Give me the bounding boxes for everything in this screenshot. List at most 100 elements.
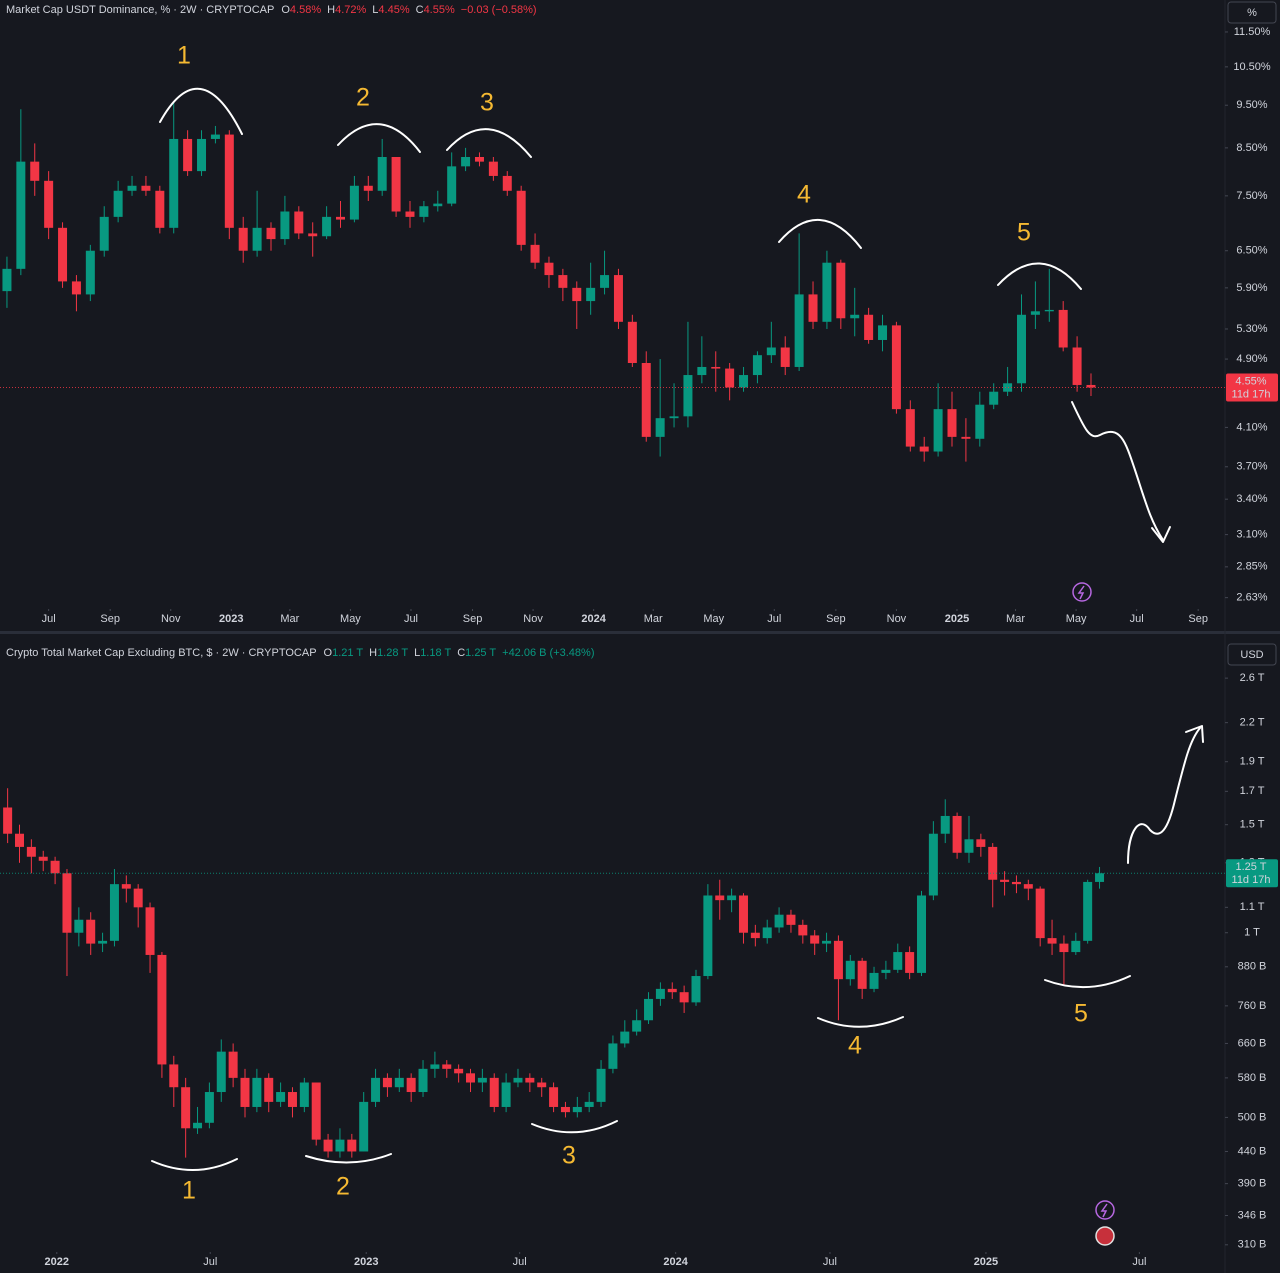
quote-value: 4.45% (378, 4, 409, 16)
candle-body (1044, 309, 1054, 312)
candle-body (58, 227, 68, 282)
candle-body (433, 203, 443, 207)
candle-body (822, 940, 832, 944)
candle-body (928, 833, 938, 896)
candle-body (299, 1082, 309, 1107)
x-tick-label: Mar (1006, 613, 1025, 625)
icon (1095, 1226, 1115, 1246)
candle-body (418, 1068, 428, 1093)
candle-body (1000, 879, 1010, 882)
candle-body (466, 1073, 476, 1083)
candle-body (447, 166, 457, 204)
y-tick-label: 4.90% (1236, 353, 1267, 365)
candle-body (204, 1092, 214, 1123)
candle-body (691, 976, 701, 1003)
annotation-number: 5 (1017, 219, 1031, 247)
x-tick-label: Sep (100, 613, 120, 625)
candle-body (1071, 940, 1081, 953)
legend-header: Market Cap USDT Dominance, % · 2W · CRYP… (6, 4, 537, 16)
x-tick-label: Jul (1130, 613, 1144, 625)
quote-key: O (281, 4, 290, 16)
candle-body (99, 216, 109, 251)
candle-body (537, 1082, 547, 1088)
quote-value: 4.58% (290, 4, 321, 16)
candle-body (98, 940, 108, 944)
drawings (151, 87, 1204, 1171)
candle-body (891, 325, 901, 410)
last-price-label: 4.55% (1235, 375, 1266, 387)
candle-body (216, 1051, 226, 1093)
y-tick-label: 11.50% (1234, 26, 1271, 38)
x-tick-label: 2024 (581, 613, 606, 625)
x-tick-label: Sep (1188, 613, 1208, 625)
quote-key: C (416, 4, 424, 16)
candle-body (544, 262, 554, 276)
quote-key: L (372, 4, 378, 16)
candle-body (71, 281, 81, 295)
x-tick-label: Jul (1132, 1256, 1146, 1268)
candle-body (641, 362, 651, 437)
candle-body (38, 856, 48, 861)
candle-body (193, 1122, 203, 1129)
candle-body (627, 321, 637, 363)
countdown: 11d 17h (1232, 388, 1271, 400)
candle-body (394, 1077, 404, 1088)
candle-body (210, 134, 220, 139)
y-tick-label: 1.7 T (1240, 785, 1265, 797)
candle-body (947, 409, 957, 437)
annotation-number: 3 (480, 89, 494, 117)
candle-body (181, 1087, 191, 1129)
candle-body (711, 366, 721, 369)
legend-title: Market Cap USDT Dominance, % · 2W · CRYP… (6, 4, 274, 16)
candle-body (516, 190, 526, 245)
candle-body (74, 919, 84, 933)
candle-body (667, 988, 677, 993)
candle-body (845, 960, 855, 980)
candle-body (600, 275, 610, 288)
candle-body (280, 211, 290, 240)
candle-body (145, 907, 155, 955)
arc (817, 1016, 904, 1028)
arc (151, 1158, 238, 1171)
y-tick-label: 2.85% (1236, 561, 1267, 573)
candle-body (62, 873, 72, 933)
y-tick-label: 500 B (1238, 1111, 1267, 1123)
candle-body (584, 1101, 594, 1107)
x-tick-label: Jul (42, 613, 56, 625)
candle-body (1003, 383, 1013, 392)
candle-body (975, 404, 985, 439)
icons (1072, 582, 1115, 1246)
candle-body (391, 156, 401, 212)
x-tick-label: Mar (644, 613, 663, 625)
arc (446, 128, 532, 158)
candle-body (850, 314, 860, 319)
candle-body (808, 294, 818, 322)
quote-key: H (369, 647, 377, 659)
x-tick-label: Jul (513, 1256, 527, 1268)
candle-body (608, 1043, 618, 1069)
y-tick-label: 5.30% (1236, 323, 1267, 335)
candle-body (85, 250, 95, 295)
candle-body (1072, 347, 1082, 385)
candle-body (294, 211, 304, 234)
y-tick-label: 1.1 T (1240, 901, 1265, 913)
candle-body (976, 839, 986, 847)
candle-body (525, 1077, 535, 1083)
candle-body (14, 833, 24, 847)
candle-body (952, 815, 962, 853)
last-price-box (1226, 859, 1278, 888)
candle-body (669, 416, 679, 419)
candle-body (1030, 311, 1040, 315)
arc (337, 123, 421, 153)
candle-body (655, 418, 665, 437)
arc (159, 87, 243, 135)
candle-body (1095, 873, 1105, 882)
candle-body (252, 227, 262, 251)
candle-body (857, 960, 867, 989)
candle-body (26, 846, 36, 857)
candle-body (322, 216, 332, 237)
unit-label: % (1247, 7, 1257, 19)
candle-body (238, 227, 248, 251)
